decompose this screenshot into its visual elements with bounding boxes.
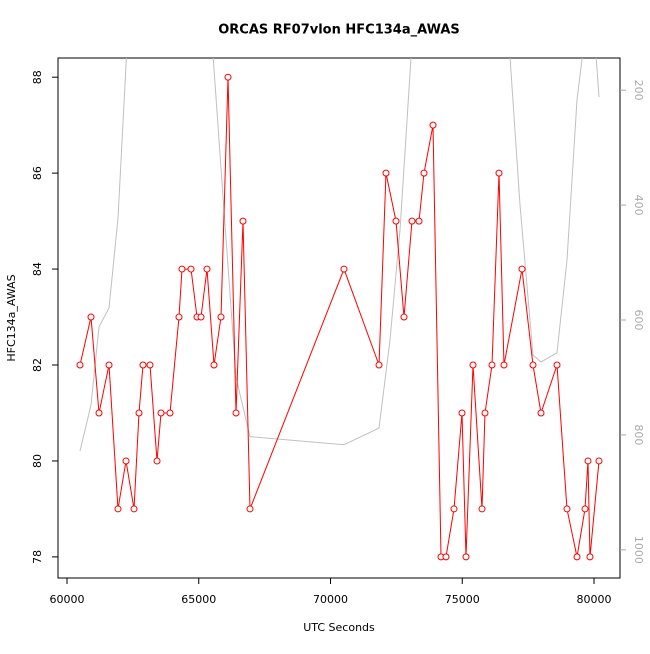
point — [114, 505, 122, 513]
point — [450, 505, 458, 513]
point — [382, 169, 390, 177]
point — [122, 457, 130, 465]
point — [246, 505, 254, 513]
y-axis-label: HFC134a_AWAS — [5, 274, 18, 361]
point — [420, 169, 428, 177]
point — [518, 265, 526, 273]
point — [537, 409, 545, 417]
point — [469, 361, 477, 369]
y2-tick-label: 1000 — [632, 536, 645, 564]
point — [563, 505, 571, 513]
x-tick-label: 65000 — [181, 593, 216, 606]
point — [429, 121, 437, 129]
point — [586, 553, 594, 561]
point — [408, 217, 416, 225]
point — [400, 313, 408, 321]
point — [462, 553, 470, 561]
point — [135, 409, 143, 417]
point — [105, 361, 113, 369]
y2-tick-label: 600 — [632, 310, 645, 331]
series-line — [79, 58, 600, 452]
point — [488, 361, 496, 369]
plot-area — [76, 58, 603, 561]
y-tick-label: 78 — [31, 550, 44, 564]
point — [76, 361, 84, 369]
point — [224, 73, 232, 81]
x-axis-label: UTC Seconds — [303, 621, 375, 634]
point — [573, 553, 581, 561]
x-tick-label: 70000 — [313, 593, 348, 606]
point — [495, 169, 503, 177]
point — [239, 217, 247, 225]
point — [197, 313, 205, 321]
point — [87, 313, 95, 321]
point — [478, 505, 486, 513]
point — [146, 361, 154, 369]
point — [95, 409, 103, 417]
point — [500, 361, 508, 369]
point — [178, 265, 186, 273]
y-tick-label: 88 — [31, 70, 44, 84]
point — [187, 265, 195, 273]
point — [442, 553, 450, 561]
point — [217, 313, 225, 321]
point — [415, 217, 423, 225]
point — [175, 313, 183, 321]
point — [157, 409, 165, 417]
plot-frame — [57, 57, 621, 579]
point — [375, 361, 383, 369]
point — [210, 361, 218, 369]
point — [553, 361, 561, 369]
point — [481, 409, 489, 417]
point — [130, 505, 138, 513]
point — [340, 265, 348, 273]
point — [153, 457, 161, 465]
point — [203, 265, 211, 273]
y2-tick-label: 200 — [632, 80, 645, 101]
point — [166, 409, 174, 417]
y2-tick-label: 400 — [632, 195, 645, 216]
point — [595, 457, 603, 465]
point — [581, 505, 589, 513]
y-tick-label: 80 — [31, 454, 44, 468]
x-tick-label: 80000 — [576, 593, 611, 606]
point — [584, 457, 592, 465]
y2-tick-label: 800 — [632, 424, 645, 445]
point — [232, 409, 240, 417]
chart-title: ORCAS RF07vlon HFC134a_AWAS — [218, 23, 460, 38]
point — [529, 361, 537, 369]
y-tick-label: 84 — [31, 262, 44, 276]
y-tick-label: 82 — [31, 358, 44, 372]
point — [139, 361, 147, 369]
x-tick-label: 75000 — [445, 593, 480, 606]
x-tick-label: 60000 — [50, 593, 85, 606]
y-tick-label: 86 — [31, 166, 44, 180]
point — [458, 409, 466, 417]
point — [392, 217, 400, 225]
